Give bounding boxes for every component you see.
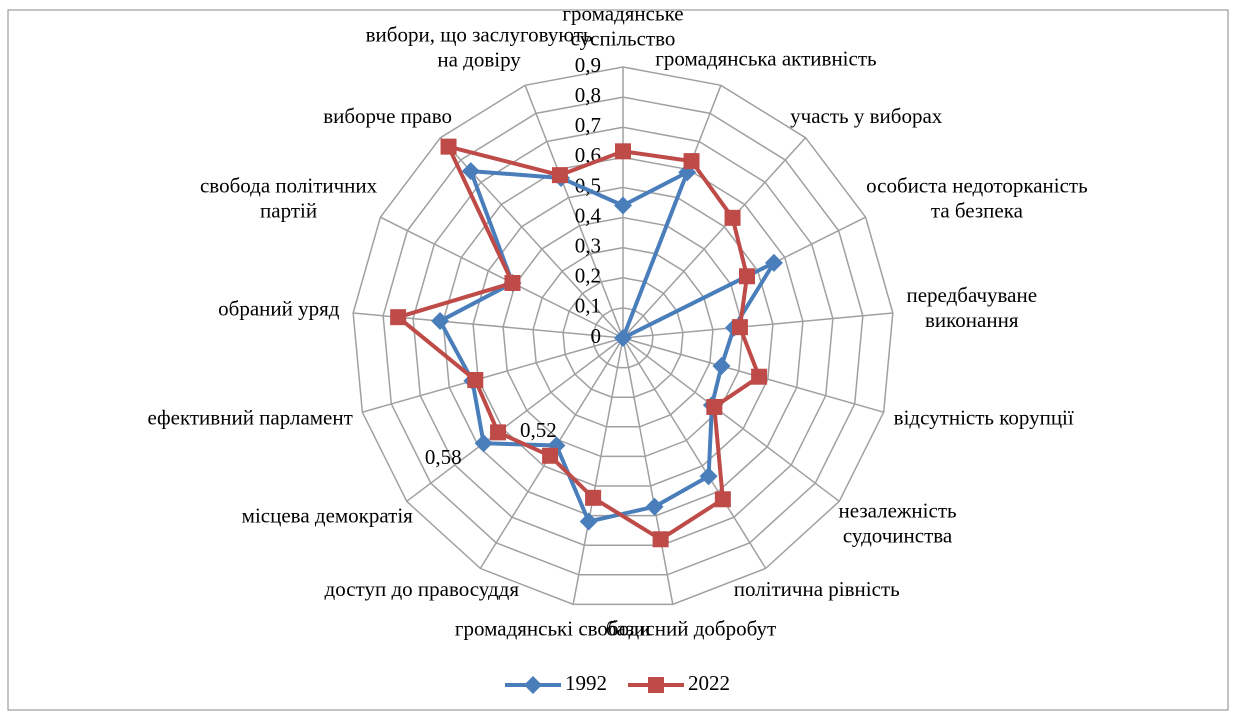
marker-diamond [614,329,632,347]
marker-square [652,531,669,548]
category-label: доступ до правосуддя [325,577,520,601]
spoke [406,337,624,502]
marker-diamond [474,434,493,453]
marker-square [390,309,407,326]
marker-square [490,424,507,441]
r-tick-label: 0,7 [575,113,601,137]
data-label: 0,58 [425,445,462,469]
marker-square [724,209,741,226]
marker-square [714,491,731,508]
grid-ring [382,96,864,576]
r-tick-label: 0,8 [575,83,601,107]
spoke [362,337,624,413]
r-tick-label: 0,4 [575,203,602,227]
marker-square [585,489,602,506]
marker-diamond [579,512,598,531]
category-label: вибори, що заслуговують на довіру [366,22,593,71]
marker-diamond [699,467,718,486]
category-label: ефективний парламент [147,405,352,429]
spoke [622,137,807,339]
marker-square [542,447,559,464]
spoke [622,312,893,339]
grid-ring [472,186,774,487]
category-label: громадянська активність [655,46,876,70]
r-tick-label: 0,3 [575,233,601,257]
grid-ring [562,277,684,398]
marker-square [683,153,700,170]
category-label: незалежність судочинства [839,498,957,547]
category-label: громадянське суспільство [562,1,683,50]
marker-square [467,372,484,389]
category-label: участь у виборах [790,104,943,128]
data-label: 0,52 [520,418,557,442]
marker-square [648,677,664,693]
marker-square [440,138,457,155]
marker-diamond [524,676,542,694]
category-label: особиста недоторканість та безпека [866,173,1088,222]
marker-square [504,274,521,291]
legend-label: 1992 [565,671,607,695]
marker-square [706,398,723,415]
category-label: місцева демократія [242,503,413,527]
marker-diamond [712,357,731,376]
r-tick-label: 0 [591,324,602,348]
marker-square [751,368,768,385]
marker-diamond [614,196,632,215]
grid-ring [532,246,714,428]
spoke [380,216,624,339]
category-label: базисний добробут [606,616,776,640]
marker-square [615,143,631,160]
marker-square [551,167,568,184]
grid-ring [412,126,834,546]
spoke [572,337,624,605]
spoke [622,337,840,502]
marker-square [731,319,748,336]
r-tick-label: 0,9 [575,53,601,77]
marker-diamond [764,253,783,272]
marker-square [738,268,755,285]
r-tick-label: 0,1 [575,294,601,318]
category-label: передбачуване виконання [907,283,1038,332]
category-label: свобода політичних партій [200,173,378,222]
category-label: політична рівність [734,577,900,601]
series-line [396,144,762,542]
category-label: виборче право [323,104,452,128]
category-label: громадянські свободи [455,616,651,640]
legend-label: 2022 [688,671,730,695]
grid-ring [352,66,894,606]
spoke [524,85,624,339]
marker-diamond [431,312,450,331]
category-label: обраний уряд [218,296,340,320]
r-tick-label: 0,2 [575,264,601,288]
spoke [622,337,674,605]
chart-frame [7,9,1229,711]
marker-diamond [645,497,664,516]
marker-diamond [461,162,480,181]
category-label: відсутність корупції [894,405,1074,429]
spoke [622,337,767,569]
